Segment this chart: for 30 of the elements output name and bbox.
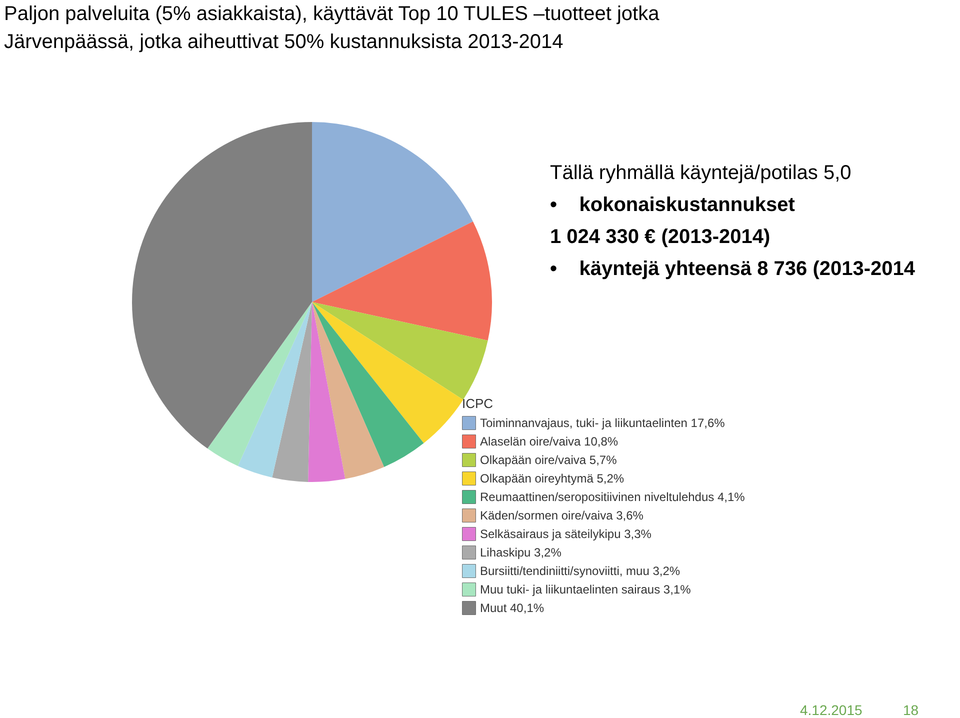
- pie-slice: [312, 302, 488, 400]
- pie-slice: [312, 302, 464, 444]
- pie-slice: [312, 122, 473, 302]
- pie-slice: [207, 302, 312, 466]
- legend-label: Alaselän oire/vaiva 10,8%: [480, 434, 618, 448]
- chart-title: Paljon palveluita (5% asiakkaista), käyttävät Top 10 TULES –tuotteet jotka Järvenpäässä, jotka aiheuttivat 50% kustannuksista 2013-2014: [4, 2, 660, 55]
- pie-slice: [312, 302, 424, 467]
- pie-slice: [238, 302, 312, 478]
- legend-label: Olkapään oireyhtymä 5,2%: [480, 472, 624, 486]
- legend-label: Selkäsairaus ja säteilykipu 3,3%: [480, 527, 652, 541]
- text: Tällä ryhmällä käyntejä/potilas 5,0: [550, 162, 852, 185]
- text: 4.12.2015: [800, 702, 862, 718]
- text: 18: [903, 702, 919, 718]
- pie-slice: [308, 302, 346, 482]
- legend-label: Toiminnanvajaus, tuki- ja liikuntaelinten 17,6%: [480, 416, 726, 430]
- legend-label: Muu tuki- ja liikuntaelinten sairaus 3,1%: [480, 582, 692, 596]
- legend-label: Bursiitti/tendiniitti/synoviitti, muu 3,2%: [480, 564, 680, 578]
- pie-slice: [312, 221, 492, 340]
- legend-label: Reumaattinen/seropositiivinen niveltulehdus 4,1%: [480, 490, 746, 504]
- pie-slice: [312, 302, 384, 479]
- legend-label: Muut 40,1%: [480, 601, 544, 615]
- legend-title: ICPC: [462, 396, 494, 411]
- text: 1 024 330 € (2013-2014): [550, 226, 770, 249]
- legend-label: Käden/sormen oire/vaiva 3,6%: [480, 508, 644, 522]
- legend-label: Lihaskipu 3,2%: [480, 546, 562, 560]
- pie-slice: [272, 302, 312, 482]
- text: • käyntejä yhteensä 8 736 (2013-2014: [550, 258, 916, 281]
- pie-slice: [132, 122, 312, 449]
- text: • kokonaiskustannukset: [550, 194, 795, 217]
- legend-label: Olkapään oire/vaiva 5,7%: [480, 453, 618, 467]
